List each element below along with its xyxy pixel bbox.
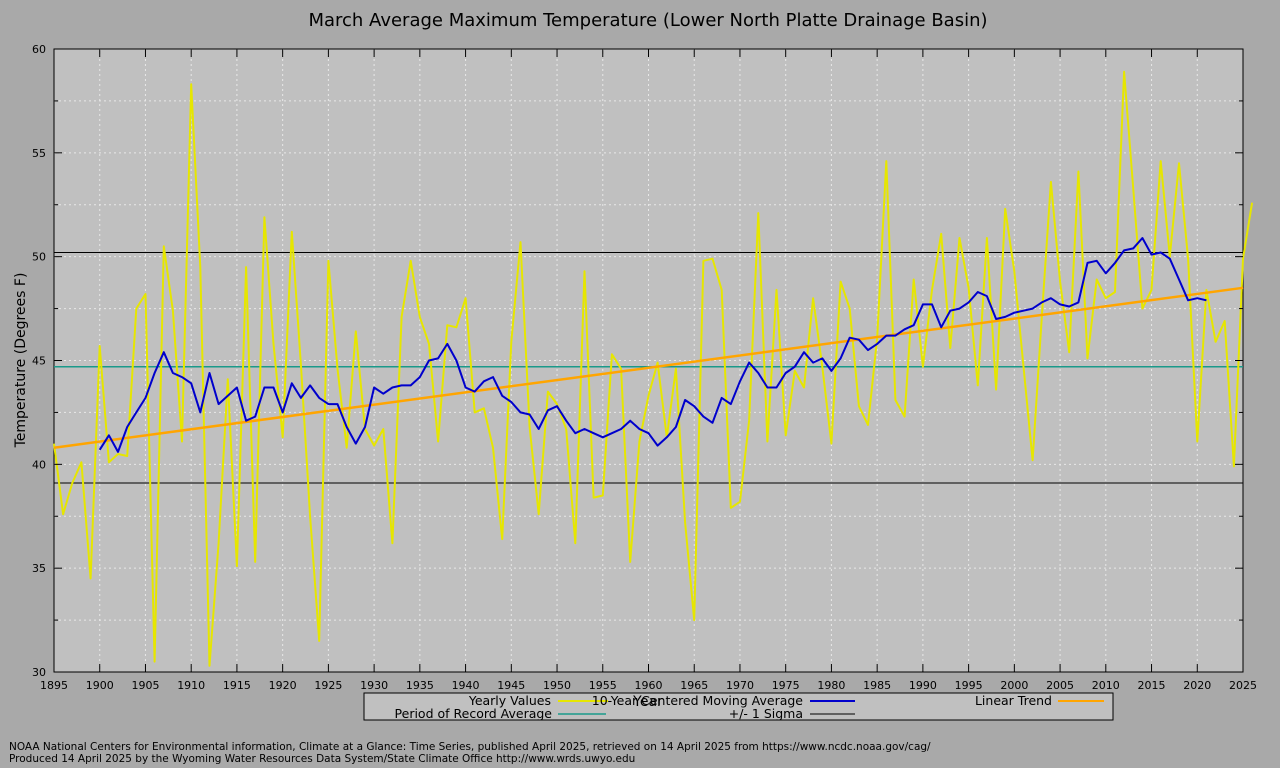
legend-label-trend: Linear Trend [975, 693, 1052, 708]
series [53, 70, 1254, 667]
x-tick-label: 1900 [86, 679, 114, 692]
x-tick-label: 2000 [1000, 679, 1028, 692]
x-tick-label: 2025 [1229, 679, 1257, 692]
x-tick-label: 1960 [635, 679, 663, 692]
y-tick-label: 30 [32, 666, 46, 679]
axis-ticks: 30 35 40 45 50 55 60 1895 1900 1905 1910 1915 1920 19… [32, 43, 1257, 692]
x-tick-label: 1965 [680, 679, 708, 692]
x-tick-label: 1895 [40, 679, 68, 692]
legend-label-por-avg: Period of Record Average [395, 706, 553, 721]
series-linear-trend [53, 286, 1244, 449]
x-tick-label: 1935 [406, 679, 434, 692]
x-tick-label: 1980 [817, 679, 845, 692]
x-tick-label: 1940 [452, 679, 480, 692]
x-tick-label: 2010 [1092, 679, 1120, 692]
x-tick-label: 1995 [955, 679, 983, 692]
y-tick-label: 40 [32, 458, 46, 471]
x-tick-label: 1905 [131, 679, 159, 692]
series-yearly-values [53, 70, 1254, 667]
y-tick-label: 45 [32, 355, 46, 368]
x-tick-label: 1920 [269, 679, 297, 692]
x-tick-label: 1930 [360, 679, 388, 692]
y-tick-label: 50 [32, 251, 46, 264]
y-tick-label: 55 [32, 147, 46, 160]
x-tick-label: 1950 [543, 679, 571, 692]
x-tick-label: 1955 [589, 679, 617, 692]
x-tick-label: 1925 [314, 679, 342, 692]
x-tick-label: 2005 [1046, 679, 1074, 692]
x-tick-label: 1945 [497, 679, 525, 692]
legend-label-moving-avg: 10-Year Centered Moving Average [592, 693, 804, 708]
x-tick-label: 1975 [772, 679, 800, 692]
y-axis-label: Temperature (Degrees F) [13, 273, 29, 449]
x-tick-label: 1910 [177, 679, 205, 692]
y-tick-label: 35 [32, 562, 46, 575]
x-tick-label: 1970 [726, 679, 754, 692]
footer-source: NOAA National Centers for Environmental … [9, 741, 931, 753]
x-axis-label: Year [632, 694, 663, 710]
footer-producer: Produced 14 April 2025 by the Wyoming Wa… [9, 753, 636, 765]
chart-title: March Average Maximum Temperature (Lower… [308, 10, 987, 31]
series-moving-average [98, 237, 1207, 453]
x-tick-label: 1990 [909, 679, 937, 692]
legend-label-yearly: Yearly Values [468, 693, 551, 708]
x-tick-label: 2020 [1183, 679, 1211, 692]
x-tick-label: 1915 [223, 679, 251, 692]
x-tick-label: 1985 [863, 679, 891, 692]
x-tick-label: 2015 [1138, 679, 1166, 692]
legend: Yearly Values 10-Year Centered Moving Av… [363, 692, 1114, 721]
legend-box [363, 692, 1114, 721]
plot-area: 30 35 40 45 50 55 60 1895 1900 1905 1910 1915 1920 19… [32, 43, 1257, 692]
legend-label-sigma: +/- 1 Sigma [729, 706, 803, 721]
y-tick-label: 60 [32, 43, 46, 56]
